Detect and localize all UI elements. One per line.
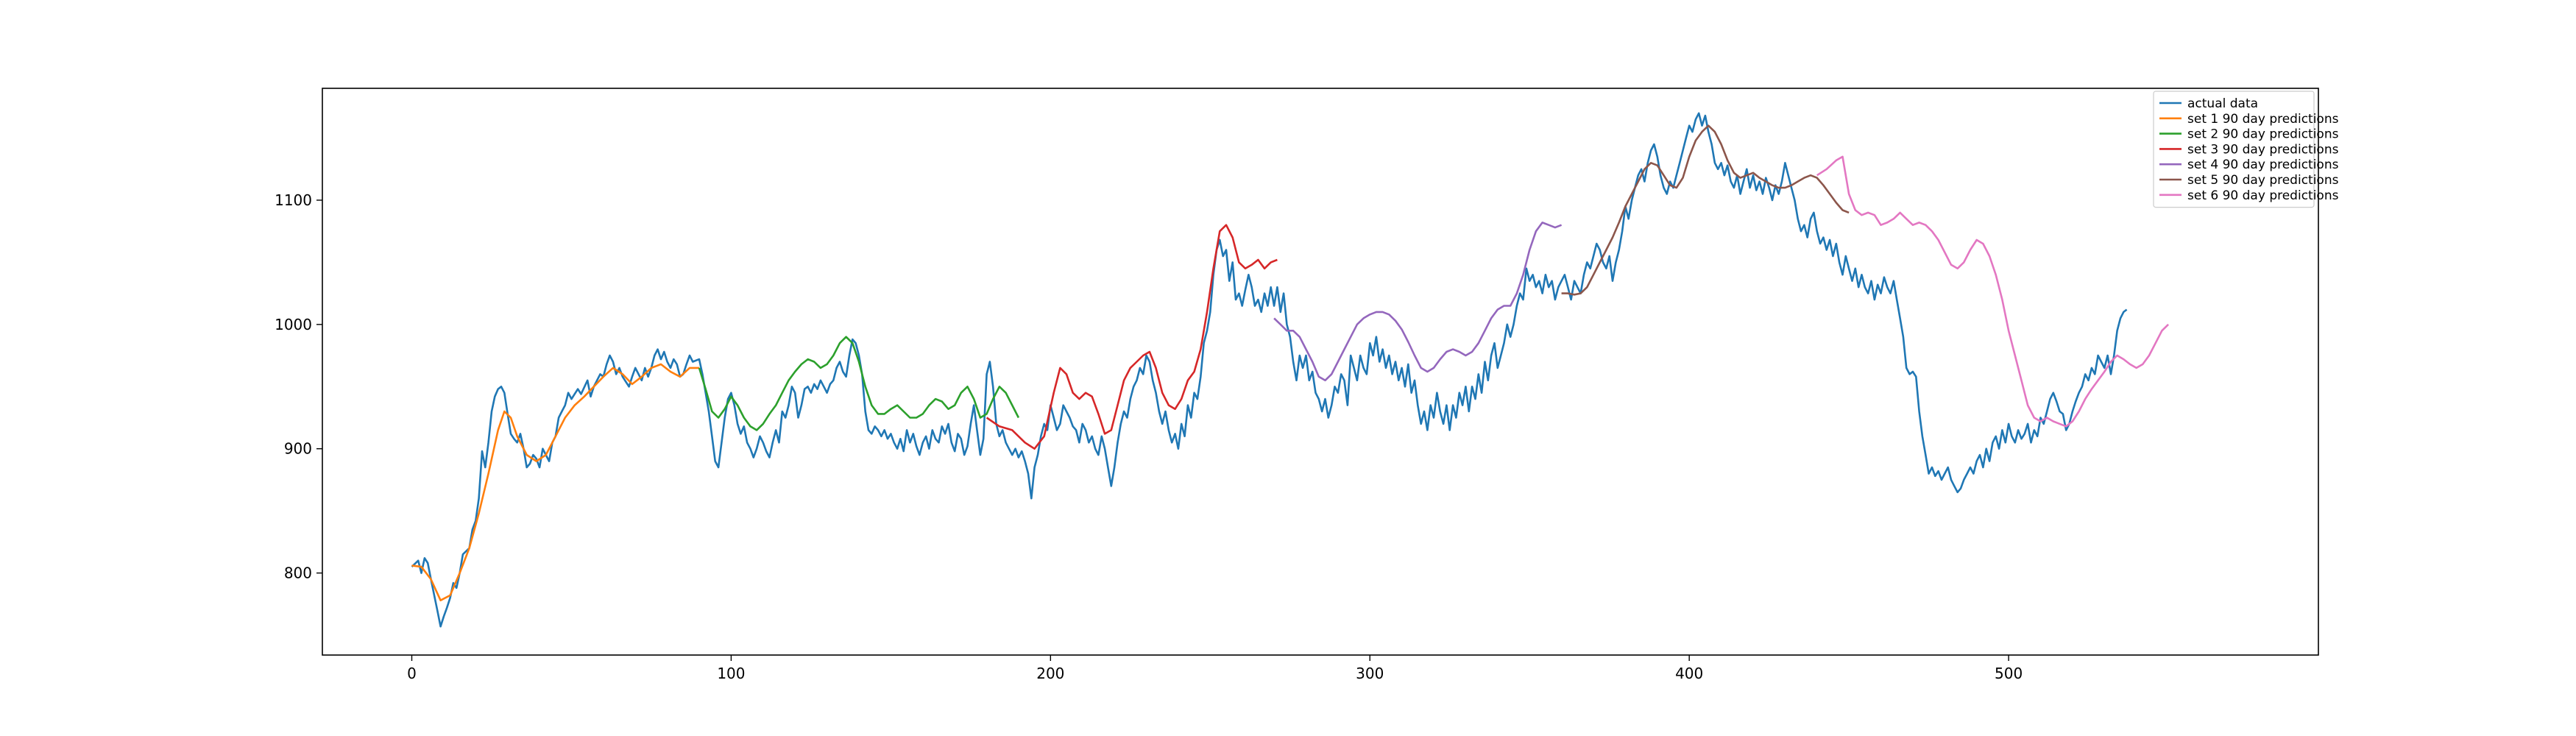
series-line-4 — [986, 224, 1278, 450]
series-line-2 — [411, 363, 699, 601]
y-axis-ticks: 800 900 1000 1100 — [275, 191, 322, 582]
x-tick-label: 500 — [1995, 665, 2023, 682]
legend-box — [2153, 91, 2315, 208]
legend-label: set 6 90 day predictions — [2187, 188, 2339, 203]
x-tick-label: 0 — [407, 665, 417, 682]
x-tick-label: 200 — [1036, 665, 1064, 682]
x-tick-label: 100 — [717, 665, 745, 682]
x-tick-label: 400 — [1675, 665, 1703, 682]
y-tick-label: 800 — [284, 565, 312, 582]
axes-frame — [322, 88, 2319, 656]
legend-label: actual data — [2187, 96, 2258, 111]
y-tick-label: 900 — [284, 440, 312, 458]
x-axis-ticks: 0 100 200 300 400 500 — [407, 655, 2023, 682]
y-tick-label: 1100 — [275, 191, 312, 209]
series-line-5 — [1273, 222, 1563, 382]
series-line-6 — [1561, 124, 1850, 296]
series-line-3 — [698, 336, 1020, 431]
y-tick-label: 1000 — [275, 316, 312, 333]
legend-label: set 1 90 day predictions — [2187, 112, 2339, 127]
legend-label: set 2 90 day predictions — [2187, 127, 2339, 142]
x-tick-label: 300 — [1356, 665, 1384, 682]
series-lines — [411, 112, 2170, 628]
legend-label: set 5 90 day predictions — [2187, 173, 2339, 188]
legend-label: set 4 90 day predictions — [2187, 158, 2339, 172]
legend-label: set 3 90 day predictions — [2187, 142, 2339, 157]
series-line-7 — [1816, 155, 2170, 428]
series-line-1 — [411, 112, 2128, 628]
